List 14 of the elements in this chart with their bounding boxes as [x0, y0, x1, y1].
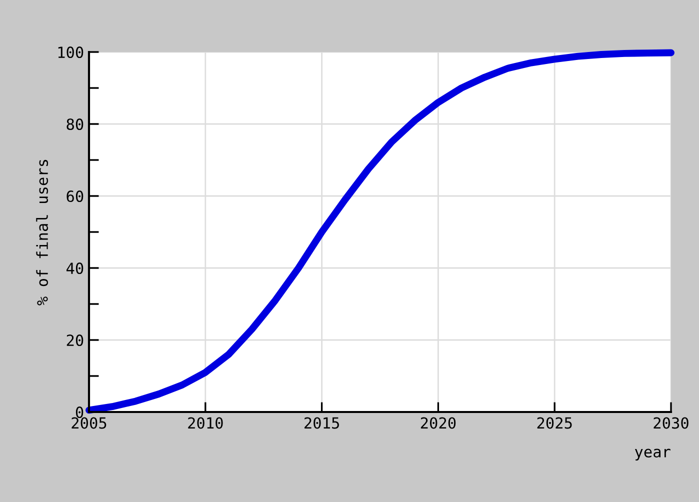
y-tick-label: 40	[66, 262, 84, 274]
x-tick-label: 2025	[537, 417, 572, 429]
x-tick-label: 2020	[420, 417, 456, 429]
y-tick-label: 80	[66, 118, 84, 130]
y-tick-label: 20	[66, 334, 84, 346]
x-tick-label: 2030	[654, 417, 688, 429]
y-tick-label: 60	[66, 190, 84, 202]
y-axis-title: % of final users	[36, 160, 48, 306]
x-tick-label: 2015	[304, 417, 339, 429]
x-tick-label: 2010	[188, 417, 223, 429]
y-tick-label: 0	[76, 406, 84, 418]
y-tick-label: 100	[58, 46, 84, 58]
x-tick-label: 2005	[72, 417, 106, 429]
x-axis-title: year	[634, 448, 670, 460]
